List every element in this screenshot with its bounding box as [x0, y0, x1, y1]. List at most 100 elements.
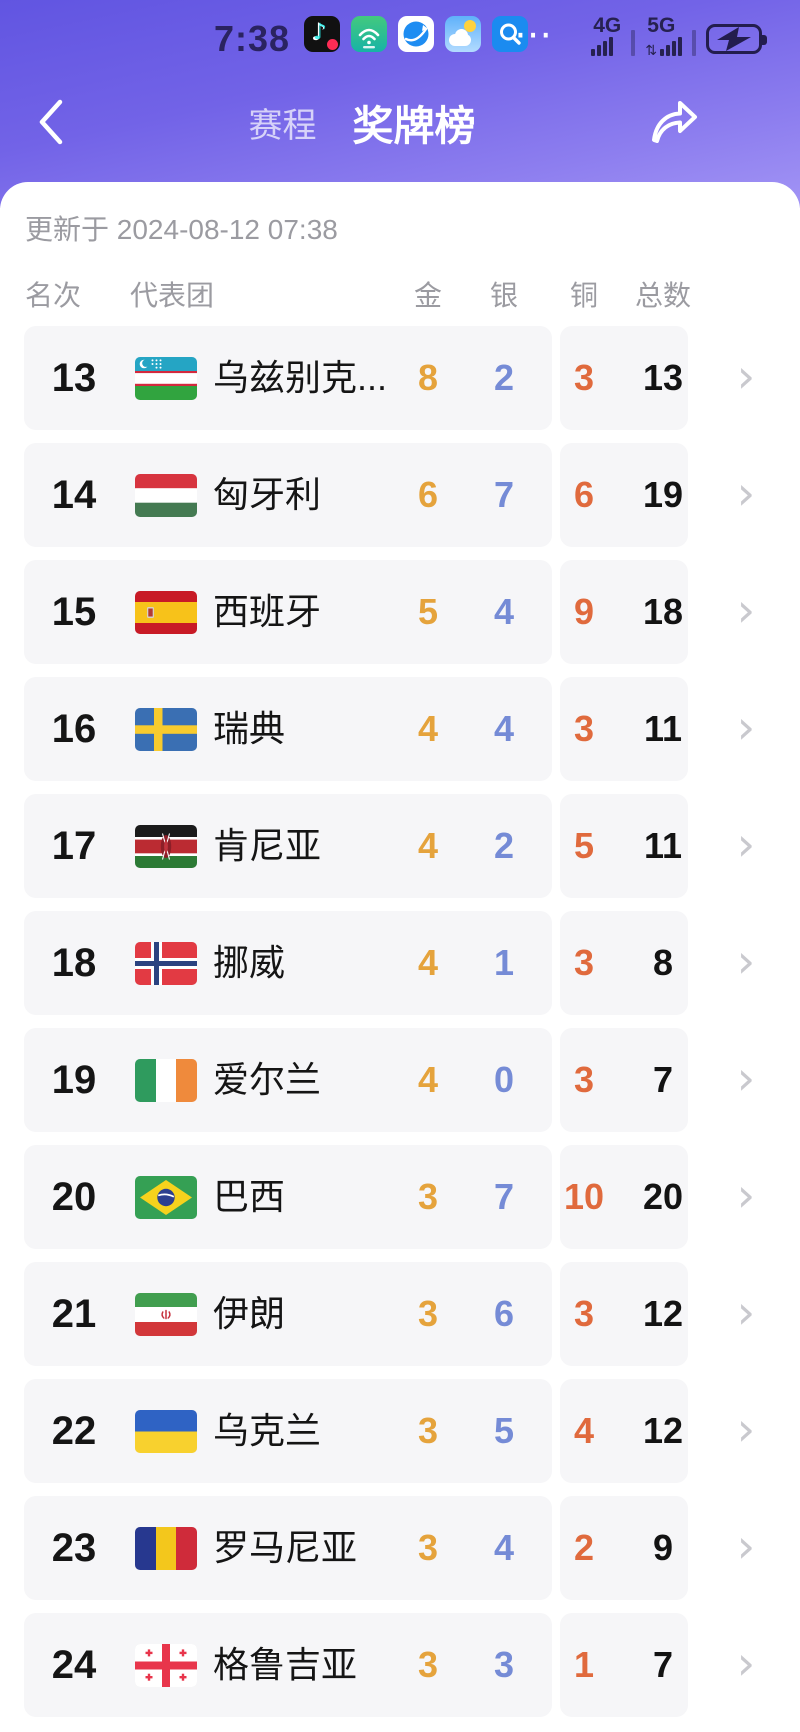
team-name: 巴西 [213, 1176, 286, 1217]
silver-count: 4 [493, 708, 515, 749]
medal-table-row[interactable]: 15 西班牙 5 4 9 18 › [0, 560, 800, 664]
tiktok-app-icon: ♪ ♪ [304, 16, 340, 52]
team-name: 挪威 [213, 942, 286, 983]
team-name: 罗马尼亚 [213, 1527, 358, 1568]
row-background-right [560, 560, 688, 664]
team-name: 伊朗 [213, 1293, 286, 1334]
bronze-count: 3 [573, 708, 595, 749]
bronze-count: 3 [573, 1293, 595, 1334]
signal-bars-4g-icon [591, 37, 614, 56]
total-count: 20 [642, 1176, 684, 1217]
silver-count: 2 [493, 825, 515, 866]
sim-divider-bar [631, 30, 636, 56]
tab-schedule[interactable]: 赛程 [248, 106, 317, 145]
gold-count: 4 [417, 825, 439, 866]
sim-divider-bar [692, 30, 696, 56]
row-background-right [560, 1145, 688, 1249]
chevron-right-icon: › [736, 583, 756, 637]
bronze-count: 6 [573, 474, 595, 515]
medal-table-row[interactable]: 19 爱尔兰 4 0 3 7 › [0, 1028, 800, 1132]
share-forward-icon [652, 101, 697, 143]
chevron-right-icon: › [736, 700, 756, 754]
medal-table-row[interactable]: 13 乌兹别克... 8 2 3 13 › [0, 326, 800, 430]
signal-4g: 4G [591, 15, 621, 56]
medal-table-row[interactable]: 21 伊朗 3 6 3 12 › [0, 1262, 800, 1366]
total-count: 7 [652, 1059, 674, 1100]
col-header-bronze: 铜 [569, 280, 598, 311]
silver-count: 7 [493, 1176, 515, 1217]
country-flag-icon-ie [135, 1059, 197, 1102]
chevron-right-icon: › [736, 1519, 756, 1573]
medal-table-row[interactable]: 17 肯尼亚 4 2 5 11 › [0, 794, 800, 898]
bronze-count: 3 [573, 942, 595, 983]
medal-table-row[interactable]: 14 匈牙利 6 7 6 19 › [0, 443, 800, 547]
bronze-count: 9 [573, 591, 595, 632]
gold-count: 3 [417, 1293, 439, 1334]
rank-value: 19 [51, 1058, 97, 1102]
gold-count: 4 [417, 1059, 439, 1100]
tab-medal-table[interactable]: 奖牌榜 [352, 103, 476, 149]
rank-value: 24 [51, 1643, 97, 1687]
bronze-count: 1 [573, 1644, 595, 1685]
country-flag-icon-hu [135, 474, 197, 517]
row-background-left [24, 443, 552, 547]
gold-count: 4 [417, 942, 439, 983]
bronze-count: 2 [573, 1527, 595, 1568]
row-background-left [24, 1613, 552, 1717]
row-background-right [560, 677, 688, 781]
row-background-right [560, 794, 688, 898]
rank-value: 15 [51, 590, 97, 634]
medal-table-card: 更新于 2024-08-12 07:38 名次 代表团 金 银 铜 总数 13 乌… [0, 182, 800, 1732]
gold-count: 3 [417, 1410, 439, 1451]
rank-value: 21 [51, 1292, 97, 1336]
weather-app-icon [445, 16, 481, 52]
col-header-rank: 名次 [25, 280, 82, 311]
medal-table-row[interactable]: 24 格鲁吉亚 3 3 1 7 › [0, 1613, 800, 1717]
back-button[interactable] [36, 98, 66, 146]
clock-time: 7:38 [214, 18, 291, 59]
country-flag-icon-uz [135, 357, 197, 400]
row-background-left [24, 560, 552, 664]
gold-count: 5 [417, 591, 439, 632]
rank-value: 16 [51, 707, 97, 751]
row-background-right [560, 1613, 688, 1717]
row-background-left [24, 1028, 552, 1132]
purple-header: 7:38 ♪ ♪ ⋯ 4G 5G ⇅ [0, 0, 800, 208]
medal-table-row[interactable]: 23 罗马尼亚 3 4 2 9 › [0, 1496, 800, 1600]
row-background-right [560, 1262, 688, 1366]
team-name: 乌兹别克... [213, 357, 388, 398]
rank-value: 23 [51, 1526, 97, 1570]
medal-table-row[interactable]: 18 挪威 4 1 3 8 › [0, 911, 800, 1015]
gold-count: 4 [417, 708, 439, 749]
bronze-count: 5 [573, 825, 595, 866]
bronze-count: 3 [573, 1059, 595, 1100]
total-count: 12 [642, 1410, 684, 1451]
battery-charging-icon [706, 24, 767, 54]
tab-bar: 赛程 奖牌榜 [249, 72, 476, 172]
chevron-right-icon: › [736, 934, 756, 988]
total-count: 11 [643, 708, 683, 749]
share-button[interactable] [650, 96, 698, 146]
rank-value: 22 [51, 1409, 97, 1453]
chevron-right-icon: › [736, 1168, 756, 1222]
medal-table-row[interactable]: 20 巴西 3 7 10 20 › [0, 1145, 800, 1249]
medal-table-row[interactable]: 22 乌克兰 3 5 4 12 › [0, 1379, 800, 1483]
country-flag-icon-no [135, 942, 197, 985]
country-flag-icon-ge [135, 1644, 197, 1687]
medal-table-row[interactable]: 16 瑞典 4 4 3 11 › [0, 677, 800, 781]
silver-count: 4 [493, 1527, 515, 1568]
country-flag-icon-ir [135, 1293, 197, 1336]
team-name: 西班牙 [213, 591, 322, 632]
silver-count: 2 [493, 357, 515, 398]
row-background-right [560, 1379, 688, 1483]
country-flag-icon-se [135, 708, 197, 751]
bronze-count: 3 [573, 357, 595, 398]
country-flag-icon-ke [135, 825, 197, 868]
row-background-left [24, 1496, 552, 1600]
col-header-gold: 金 [413, 280, 442, 311]
signal-5g: 5G ⇅ [645, 15, 682, 58]
chevron-right-icon: › [736, 1051, 756, 1105]
data-arrows-icon: ⇅ [645, 42, 657, 58]
team-name: 格鲁吉亚 [213, 1644, 358, 1685]
silver-count: 5 [493, 1410, 515, 1451]
